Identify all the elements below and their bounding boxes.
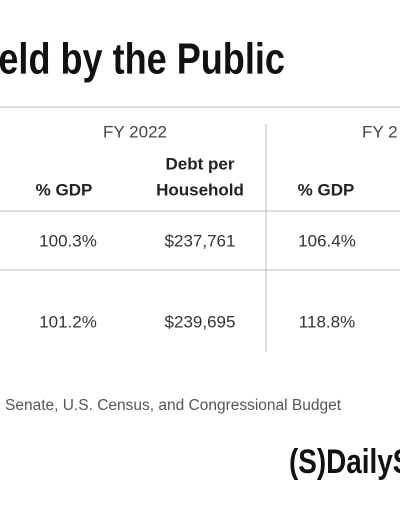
- column-header: % GDP: [36, 180, 93, 199]
- cell: 106.4%: [298, 231, 356, 250]
- column-header: Debt per: [166, 154, 235, 173]
- cell: 118.8%: [299, 312, 355, 331]
- source: Senate, U.S. Census, and Congressional B…: [5, 397, 342, 414]
- cell: 100.3%: [39, 231, 97, 250]
- cell: $239,695: [165, 312, 236, 331]
- cell: $237,761: [165, 231, 236, 250]
- group-header: FY 2022: [103, 122, 167, 141]
- title: eld by the Public: [0, 34, 285, 83]
- column-header: % GDP: [298, 180, 355, 199]
- group-header: FY 2: [362, 122, 398, 141]
- column-header: Household: [156, 180, 244, 199]
- cell: 101.2%: [39, 312, 97, 331]
- logo: (S)DailyS: [289, 442, 400, 480]
